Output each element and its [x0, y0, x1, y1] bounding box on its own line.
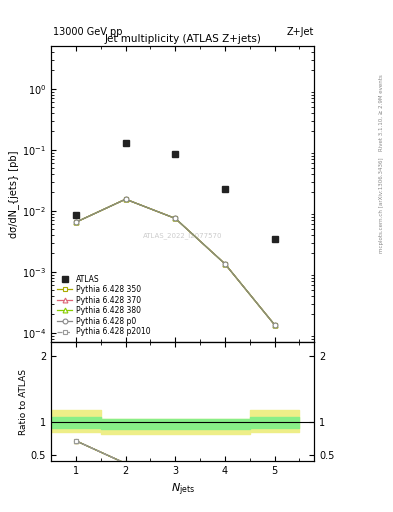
Y-axis label: dσ/dN_{jets} [pb]: dσ/dN_{jets} [pb]: [8, 151, 19, 238]
X-axis label: $N_{\rm jets}$: $N_{\rm jets}$: [171, 481, 195, 498]
Y-axis label: Ratio to ATLAS: Ratio to ATLAS: [19, 369, 28, 435]
Text: Rivet 3.1.10, ≥ 2.9M events: Rivet 3.1.10, ≥ 2.9M events: [379, 74, 384, 151]
Legend: ATLAS, Pythia 6.428 350, Pythia 6.428 370, Pythia 6.428 380, Pythia 6.428 p0, Py: ATLAS, Pythia 6.428 350, Pythia 6.428 37…: [55, 272, 153, 338]
Text: Z+Jet: Z+Jet: [287, 27, 314, 37]
Text: ATLAS_2022_I2077570: ATLAS_2022_I2077570: [143, 232, 222, 239]
Text: mcplots.cern.ch [arXiv:1306.3436]: mcplots.cern.ch [arXiv:1306.3436]: [379, 157, 384, 252]
Title: Jet multiplicity (ATLAS Z+jets): Jet multiplicity (ATLAS Z+jets): [104, 34, 261, 44]
Text: 13000 GeV pp: 13000 GeV pp: [53, 27, 123, 37]
